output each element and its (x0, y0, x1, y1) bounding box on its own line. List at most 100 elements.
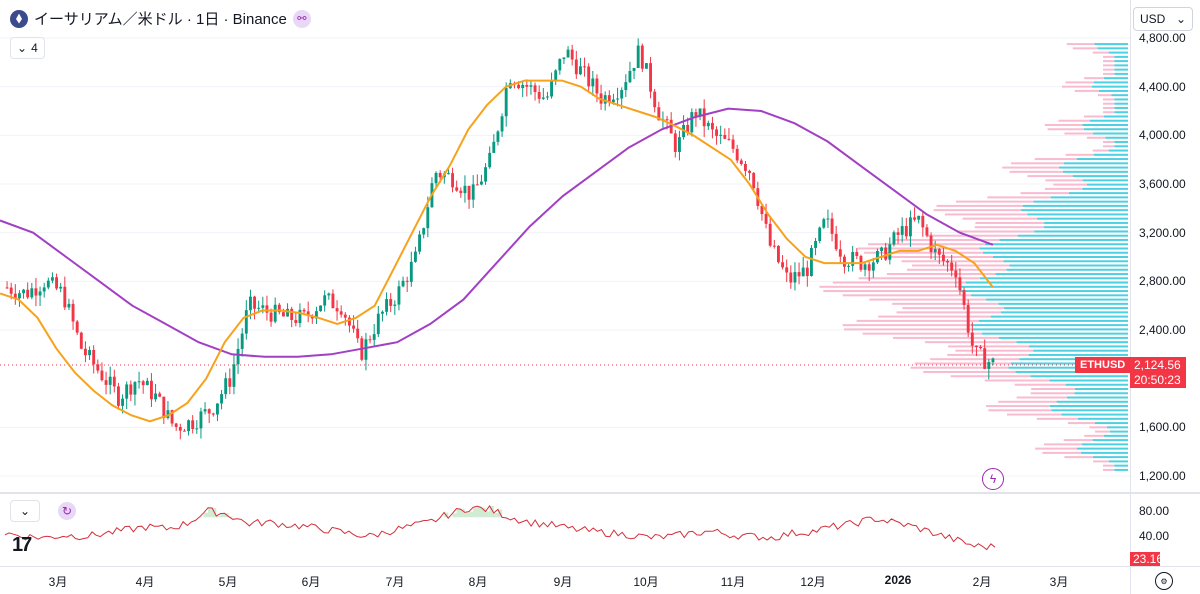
volume-profile-bar (1103, 77, 1128, 80)
currency-select[interactable]: USD ⌄ (1133, 7, 1193, 31)
candle-body (71, 303, 75, 322)
volume-profile-bar (998, 400, 1057, 403)
candle-body (517, 84, 521, 89)
candle-body (393, 304, 397, 306)
rsi-refresh-icon[interactable]: ↻ (58, 502, 76, 520)
candle-body (154, 393, 158, 400)
price-axis[interactable]: 4,800.00 4,400.00 4,000.00 3,600.00 3,200.00… (1130, 0, 1200, 492)
candle-body (735, 148, 739, 161)
candle-body (343, 314, 347, 318)
settings-icon[interactable]: ⚙ (1155, 572, 1173, 590)
price-tick: 3,200.00 (1139, 225, 1186, 240)
volume-profile-bar (892, 302, 999, 305)
time-tick: 4月 (135, 575, 155, 589)
candle-body (17, 293, 21, 299)
candle-body (174, 423, 178, 428)
volume-profile-bar (1064, 132, 1094, 135)
price-tick: 1,600.00 (1139, 420, 1186, 435)
volume-profile-bar (1065, 383, 1128, 386)
lightning-icon[interactable]: ϟ (982, 468, 1004, 490)
time-tick: 3月 (48, 575, 68, 589)
candle-body (789, 272, 793, 283)
candle-body (595, 78, 599, 94)
volume-profile-bar (1035, 447, 1077, 450)
volume-profile-bar (902, 307, 1004, 310)
candle-body (339, 311, 343, 315)
candle-body (570, 49, 574, 60)
candle-body (636, 45, 640, 68)
volume-profile-bar (1065, 81, 1094, 84)
indicators-collapse-button[interactable]: ⌄ 4 (10, 37, 45, 59)
candle-body (240, 333, 244, 349)
volume-profile-bar (1042, 451, 1081, 454)
volume-profile-bar (924, 341, 1017, 344)
volume-profile-bar (842, 294, 972, 297)
volume-profile-bar (1114, 111, 1128, 114)
time-axis[interactable]: 3月 4月 5月 6月 7月 8月 9月 10月 11月 12月 2026 2月 3月 (0, 566, 1130, 594)
rsi-chart[interactable] (0, 494, 1130, 566)
candle-body (63, 286, 67, 308)
volume-profile-bar (947, 353, 1029, 356)
volume-profile-bar (985, 298, 1128, 301)
candle-body (257, 307, 261, 309)
candle-body (644, 63, 648, 69)
volume-profile-bar (971, 324, 1128, 327)
rsi-collapse-button[interactable]: ⌄ (10, 500, 40, 522)
volume-profile-bar (1089, 119, 1128, 122)
volume-profile-bar (1083, 115, 1104, 118)
volume-profile-bar (1036, 217, 1128, 220)
rsi-value-badge: 23.16 (1130, 552, 1163, 566)
volume-profile-bar (1076, 447, 1128, 450)
volume-profile-bar (933, 209, 1022, 212)
volume-profile-bar (1058, 119, 1090, 122)
volume-profile-bar (1043, 226, 1128, 229)
tradingview-logo[interactable]: 17 (12, 534, 32, 556)
moving-average-fast-line (0, 79, 994, 423)
candle-body (290, 308, 294, 320)
rsi-axis[interactable]: 80.00 40.00 (1130, 494, 1200, 566)
candle-body (826, 218, 830, 220)
candle-body (224, 378, 228, 395)
chevron-down-icon: ⌄ (19, 504, 31, 518)
candle-body (261, 305, 265, 308)
volume-profile-bar (1062, 170, 1128, 173)
candle-body (533, 85, 537, 93)
pane-separator[interactable] (0, 492, 1200, 494)
candle-body (908, 217, 912, 237)
volume-profile-bar (1016, 396, 1067, 399)
volume-profile-bar (1044, 221, 1128, 224)
candle-body (632, 67, 636, 71)
price-chart[interactable] (0, 0, 1130, 492)
volume-profile-bar (842, 324, 972, 327)
candle-body (253, 296, 257, 309)
rsi-line (4, 504, 996, 551)
volume-profile-bar (1114, 55, 1128, 58)
volume-profile-bar (1114, 145, 1128, 148)
candle-body (232, 364, 236, 387)
countdown-badge: 20:50:23 (1130, 372, 1186, 388)
candle-body (554, 70, 558, 81)
volume-profile-bar (927, 234, 1018, 237)
symbol-title[interactable]: イーサリアム／米ドル · 1日 · Binance (34, 11, 287, 28)
candle-body (141, 381, 145, 386)
volume-profile-bar (886, 273, 996, 276)
share-icon[interactable]: ⚯ (292, 9, 311, 28)
volume-profile-bar (1109, 430, 1128, 433)
volume-profile-bar (1091, 85, 1128, 88)
volume-profile-bar (819, 285, 959, 288)
candle-body (170, 410, 174, 424)
candle-body (385, 299, 389, 312)
time-tick: 2026 (884, 573, 912, 587)
candle-body (611, 99, 615, 103)
candle-body (875, 250, 879, 263)
volume-profile-bar (1086, 183, 1128, 186)
volume-profile-bar (982, 251, 1128, 254)
candle-body (133, 382, 137, 395)
volume-profile-bar (1103, 64, 1115, 67)
volume-profile-bar (1062, 85, 1092, 88)
volume-profile-bar (910, 366, 1009, 369)
volume-profile-bar (930, 358, 1020, 361)
volume-profile-bar (1019, 358, 1128, 361)
candle-body (46, 280, 50, 288)
candle-body (937, 249, 941, 255)
